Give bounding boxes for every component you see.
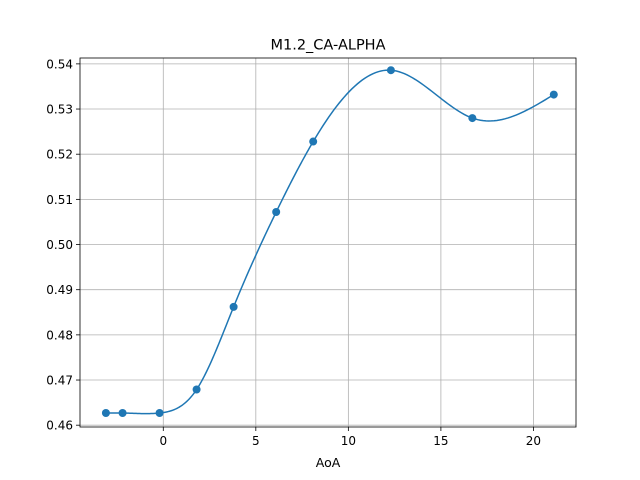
y-tick-label: 0.54 — [46, 57, 73, 71]
x-axis-label: AoA — [316, 455, 341, 470]
y-tick-label: 0.46 — [46, 419, 73, 433]
data-point — [118, 408, 127, 417]
x-tick-label: 10 — [341, 434, 356, 448]
x-axis: 0 5 10 15 20 — [159, 427, 541, 448]
y-tick-label: 0.52 — [46, 148, 73, 162]
data-point — [192, 385, 201, 394]
data-point — [155, 408, 164, 417]
x-tick-label: 20 — [526, 434, 541, 448]
series-line — [105, 69, 555, 415]
data-point — [272, 208, 281, 217]
data-point — [468, 114, 477, 123]
grid — [80, 58, 576, 427]
y-tick-label: 0.50 — [46, 238, 73, 252]
data-point — [549, 90, 558, 99]
x-tick-label: 5 — [252, 434, 260, 448]
y-tick-label: 0.53 — [46, 103, 73, 117]
chart-title: M1.2_CA-ALPHA — [270, 38, 385, 54]
data-point — [309, 137, 318, 146]
plot-frame — [79, 57, 577, 428]
y-tick-label: 0.49 — [46, 283, 73, 297]
data-point — [101, 408, 110, 417]
y-tick-label: 0.51 — [46, 193, 73, 207]
data-point — [229, 302, 238, 311]
series-layer — [101, 66, 558, 417]
y-tick-label: 0.48 — [46, 328, 73, 342]
x-tick-label: 0 — [159, 434, 167, 448]
data-point — [386, 66, 395, 75]
y-axis: 0.46 0.47 0.48 0.49 0.50 0.51 0.52 0.53 0.54 — [46, 57, 80, 433]
y-tick-label: 0.47 — [46, 374, 73, 388]
x-tick-label: 15 — [433, 434, 448, 448]
